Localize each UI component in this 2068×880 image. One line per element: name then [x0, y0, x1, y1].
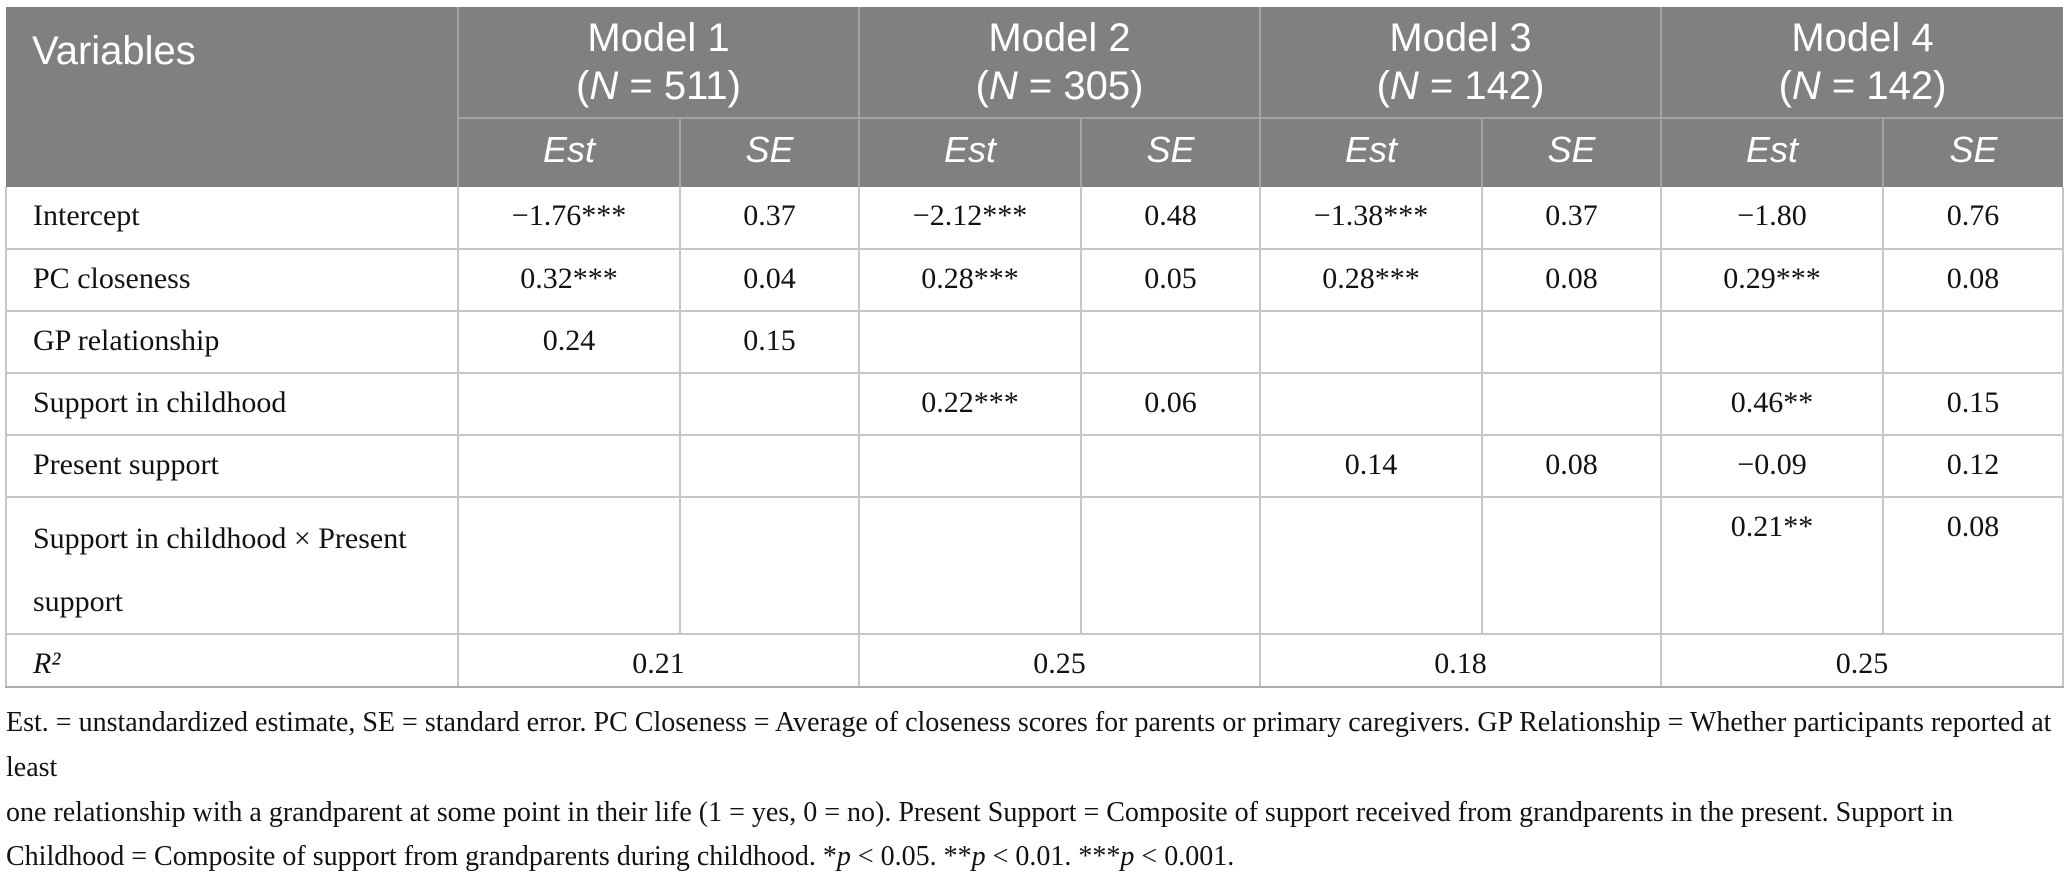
se-header: SE	[1481, 117, 1662, 187]
model-n: (N = 142)	[1778, 64, 1947, 108]
est-header: Est	[458, 117, 681, 187]
r-squared-value: 0.25	[858, 633, 1261, 688]
model-title: Model 3	[1389, 16, 1532, 60]
data-cell: 0.08	[1882, 248, 2064, 312]
data-cell	[1080, 434, 1261, 498]
r-squared-label: R²	[5, 633, 459, 688]
data-cell: −2.12***	[858, 187, 1082, 250]
row-label: GP relationship	[5, 310, 459, 374]
data-cell	[858, 310, 1082, 374]
data-cell: 0.15	[1882, 372, 2064, 436]
data-cell	[1080, 496, 1261, 635]
data-cell	[1481, 310, 1662, 374]
model-title: Model 2	[988, 16, 1131, 60]
footnote-line: Childhood = Composite of support from gr…	[6, 841, 1235, 873]
data-cell	[858, 496, 1082, 635]
model-n: (N = 305)	[975, 64, 1144, 108]
model-2-header: Model 2 (N = 305)	[858, 7, 1261, 119]
footnote-line: one relationship with a grandparent at s…	[6, 796, 1954, 828]
data-cell	[1259, 372, 1483, 436]
table-row: Present support 0.14 0.08 −0.09 0.12	[5, 434, 2064, 498]
footnote-line: Est. = unstandardized estimate, SE = sta…	[6, 707, 2052, 783]
model-3-header: Model 3 (N = 142)	[1259, 7, 1662, 119]
table-body: Intercept −1.76*** 0.37 −2.12*** 0.48 −1.38**…	[5, 187, 2064, 688]
data-cell: 0.28***	[858, 248, 1082, 312]
data-cell: 0.46**	[1660, 372, 1884, 436]
r-squared-row: R² 0.21 0.25 0.18 0.25	[5, 633, 2064, 688]
data-cell	[1481, 372, 1662, 436]
data-cell: 0.14	[1259, 434, 1483, 498]
data-cell: −0.09	[1660, 434, 1884, 498]
data-cell	[457, 434, 681, 498]
data-cell: 0.32***	[457, 248, 681, 312]
se-header: SE	[679, 117, 860, 187]
model-title: Model 1	[587, 16, 730, 60]
model-n: (N = 511)	[576, 64, 741, 108]
data-cell: 0.08	[1481, 248, 1662, 312]
data-cell: 0.08	[1481, 434, 1662, 498]
row-label: Support in childhood × Present support	[5, 496, 459, 635]
data-cell	[457, 496, 681, 635]
regression-table: Variables Model 1 (N = 511) Model 2 (N =…	[5, 7, 2064, 688]
row-label: Present support	[5, 434, 459, 498]
data-cell	[1259, 310, 1483, 374]
data-cell: 0.24	[457, 310, 681, 374]
data-cell: −1.76***	[457, 187, 681, 250]
data-cell: 0.37	[679, 187, 860, 250]
table-row: GP relationship 0.24 0.15	[5, 310, 2064, 374]
se-header: SE	[1080, 117, 1261, 187]
data-cell: 0.28***	[1259, 248, 1483, 312]
table-header: Variables Model 1 (N = 511) Model 2 (N =…	[6, 7, 2063, 187]
data-cell: 0.12	[1882, 434, 2064, 498]
se-header: SE	[1882, 117, 2063, 187]
table-row: Support in childhood × Present support 0.…	[5, 496, 2064, 635]
variables-header: Variables	[6, 7, 459, 187]
data-cell: 0.04	[679, 248, 860, 312]
data-cell: 0.06	[1080, 372, 1261, 436]
model-4-header: Model 4 (N = 142)	[1660, 7, 2063, 119]
data-cell: 0.08	[1882, 496, 2064, 635]
data-cell: 0.29***	[1660, 248, 1884, 312]
data-cell	[1481, 496, 1662, 635]
model-1-header: Model 1 (N = 511)	[457, 7, 860, 119]
data-cell	[1259, 496, 1483, 635]
data-cell	[1882, 310, 2064, 374]
data-cell: 0.05	[1080, 248, 1261, 312]
data-cell: 0.21**	[1660, 496, 1884, 635]
r-squared-value: 0.18	[1259, 633, 1662, 688]
table-row: Intercept −1.76*** 0.37 −2.12*** 0.48 −1.38**…	[5, 187, 2064, 250]
est-header: Est	[1259, 117, 1483, 187]
row-label: PC closeness	[5, 248, 459, 312]
model-n: (N = 142)	[1376, 64, 1545, 108]
data-cell: 0.48	[1080, 187, 1261, 250]
row-label: Intercept	[5, 187, 459, 250]
data-cell: 0.37	[1481, 187, 1662, 250]
est-header: Est	[858, 117, 1082, 187]
table-row: PC closeness 0.32*** 0.04 0.28*** 0.05 0.28**…	[5, 248, 2064, 312]
r-squared-value: 0.25	[1660, 633, 2064, 688]
table-row: Support in childhood 0.22*** 0.06 0.46** 0.1…	[5, 372, 2064, 436]
data-cell: −1.80	[1660, 187, 1884, 250]
data-cell	[1660, 310, 1884, 374]
data-cell	[858, 434, 1082, 498]
data-cell	[679, 434, 860, 498]
est-header: Est	[1660, 117, 1884, 187]
data-cell: 0.76	[1882, 187, 2064, 250]
data-cell	[679, 372, 860, 436]
row-label: Support in childhood	[5, 372, 459, 436]
footnote: Est. = unstandardized estimate, SE = sta…	[6, 701, 2062, 880]
model-title: Model 4	[1791, 16, 1934, 60]
data-cell	[457, 372, 681, 436]
data-cell: −1.38***	[1259, 187, 1483, 250]
model-header-row: Variables Model 1 (N = 511) Model 2 (N =…	[6, 7, 2063, 187]
stat-header-row: Est SE Est SE Est SE Est SE	[6, 117, 2063, 187]
data-cell	[1080, 310, 1261, 374]
data-cell: 0.15	[679, 310, 860, 374]
data-cell: 0.22***	[858, 372, 1082, 436]
r-squared-value: 0.21	[457, 633, 860, 688]
data-cell	[679, 496, 860, 635]
